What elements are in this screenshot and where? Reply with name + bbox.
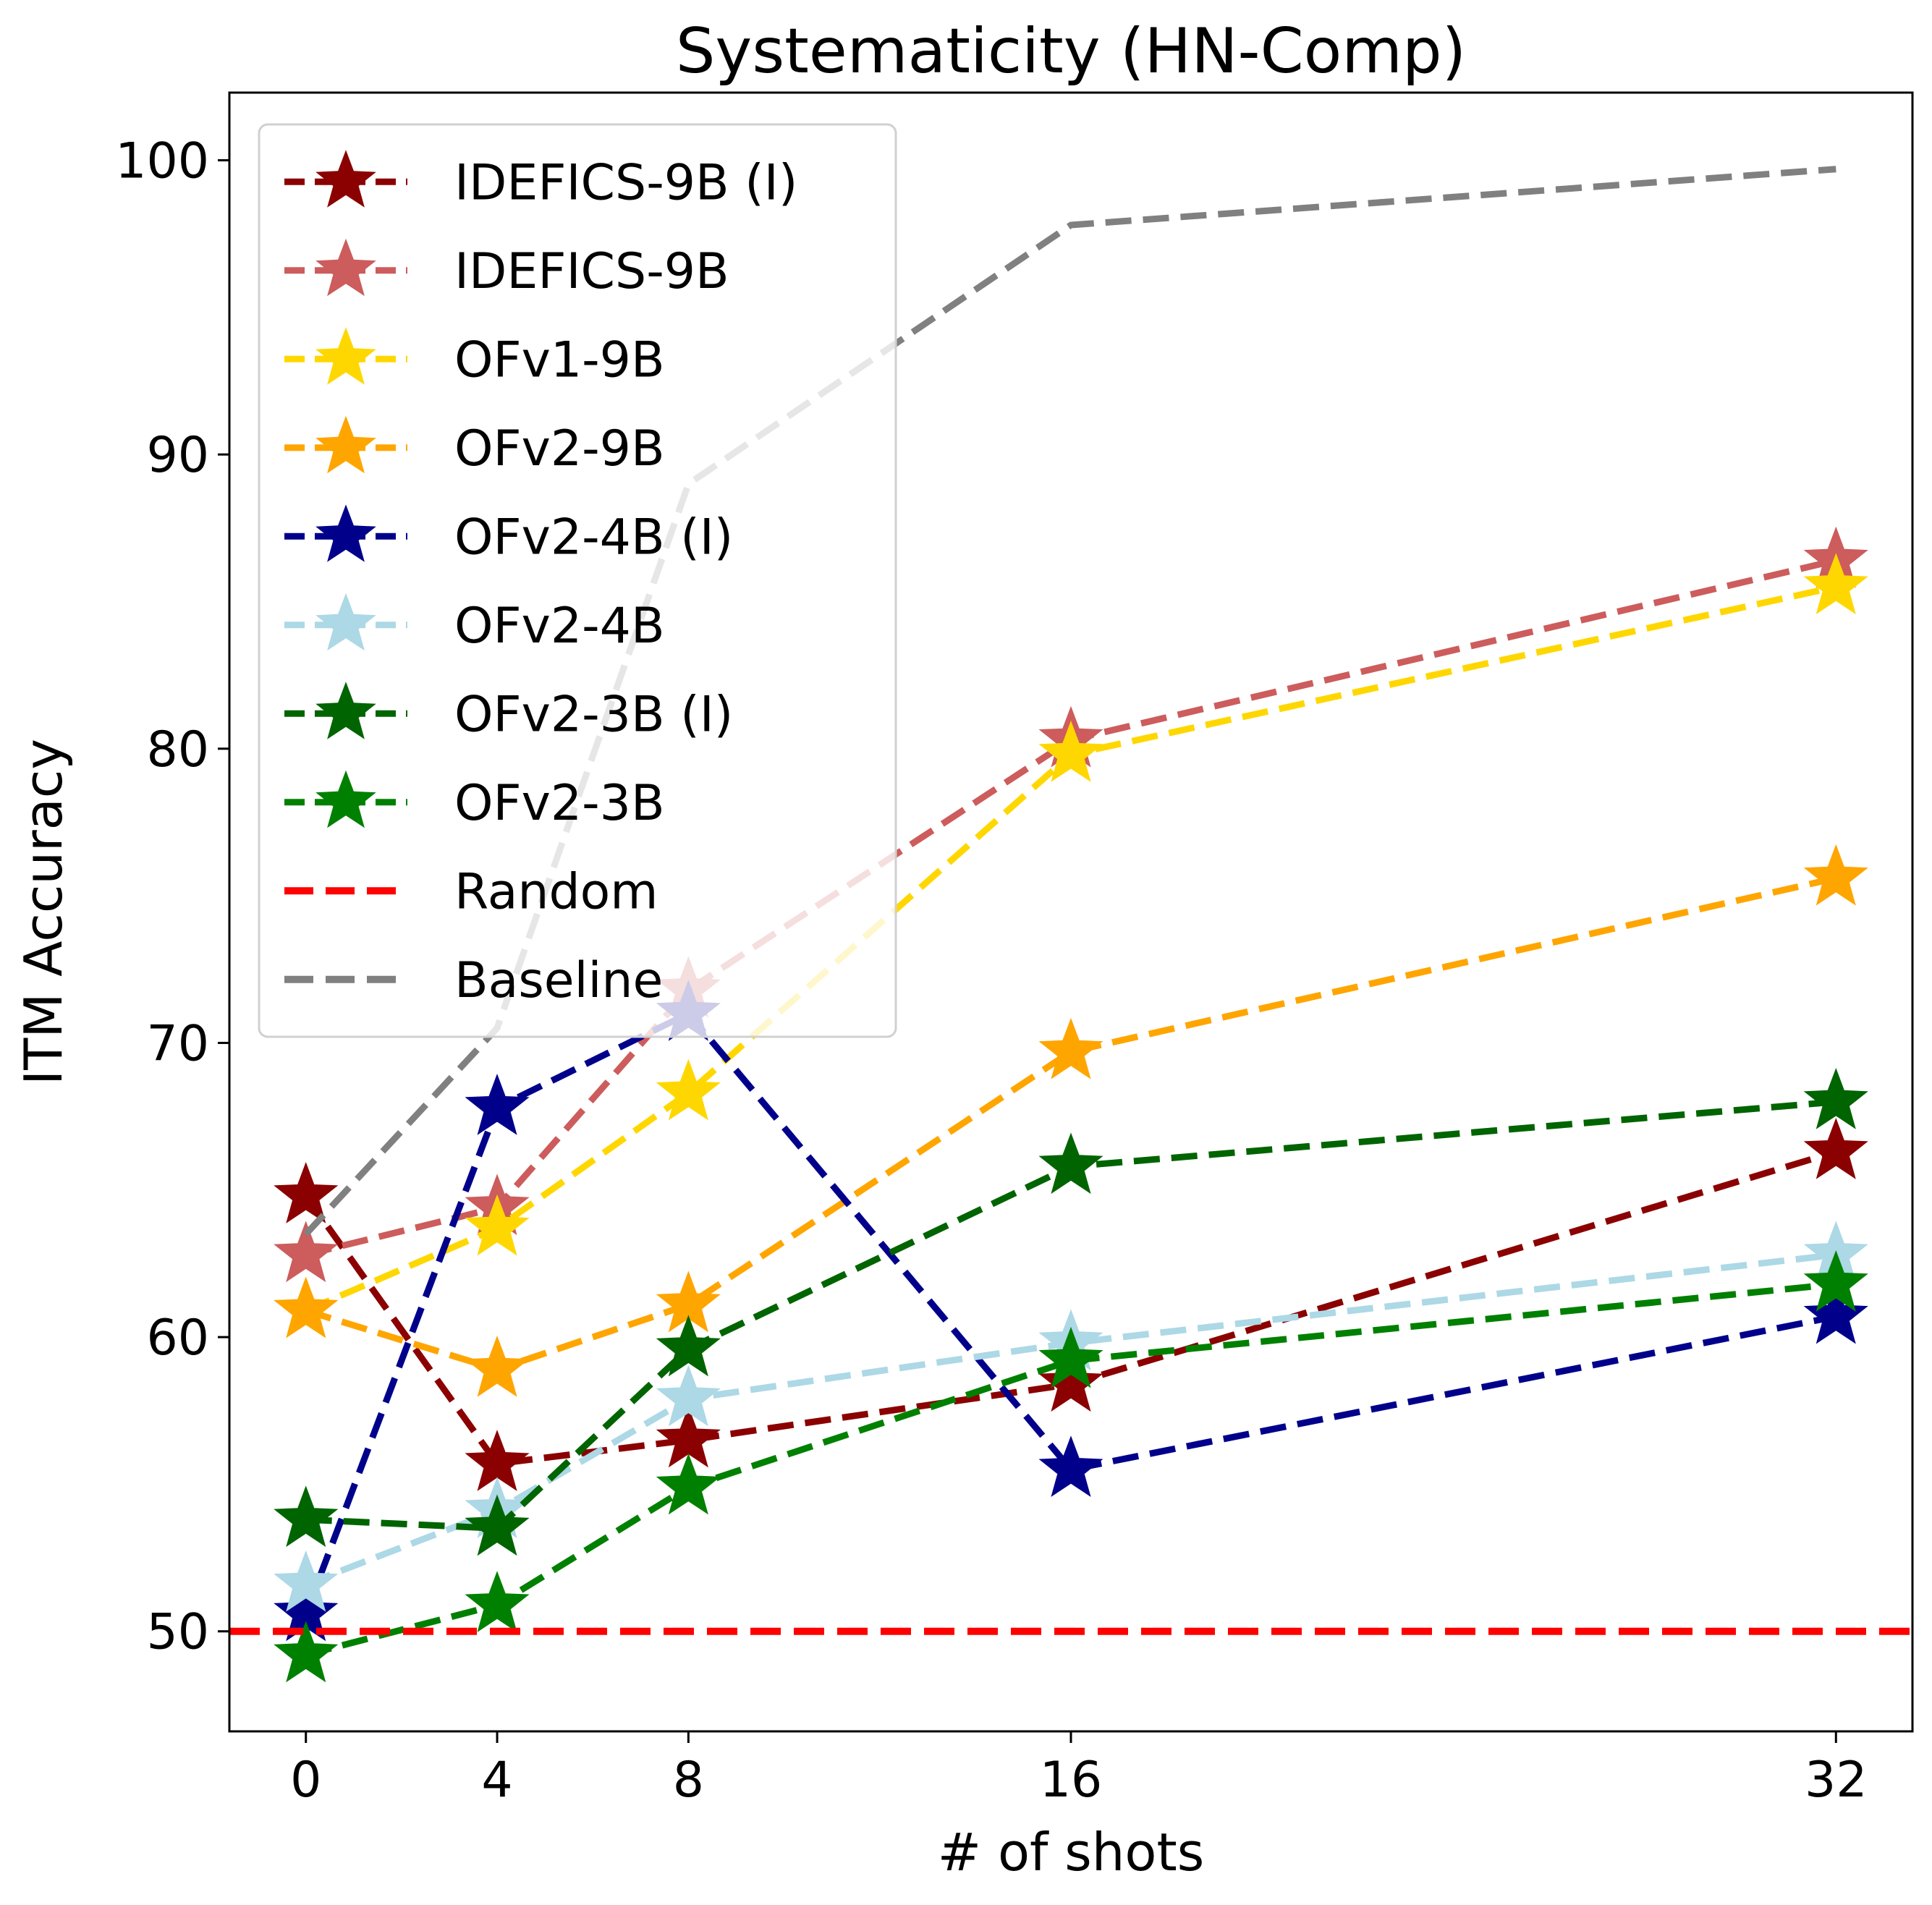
data-point [656,1365,721,1427]
legend-label: Baseline [454,952,663,1009]
data-point [1803,1282,1868,1344]
x-tick-label: 4 [481,1752,512,1809]
y-tick-label: 60 [146,1310,209,1367]
x-tick-label: 0 [290,1752,321,1809]
data-point [1803,1250,1868,1312]
data-point [274,1162,339,1223]
series-line [303,1148,1837,1467]
chart-title: Systematicity (HN-Comp) [676,15,1466,88]
data-point [1803,553,1868,615]
series-ofv2-3b [274,1250,1868,1683]
data-point [1803,844,1868,906]
series-line [305,557,1837,1258]
legend-marker [315,150,376,208]
x-tick-label: 16 [1040,1752,1103,1809]
legend-marker [315,682,376,739]
data-point [1038,1435,1103,1498]
data-point [465,1335,530,1397]
legend-box [258,123,897,1038]
x-tick-label: 32 [1805,1752,1868,1809]
legend-label: IDEFICS-9B [454,243,729,300]
data-point [1038,1132,1103,1195]
y-tick-label: 90 [146,427,209,484]
data-point [465,1194,530,1256]
data-point [274,1621,339,1683]
data-point [465,1494,530,1556]
y-tick-label: 100 [115,133,209,190]
data-point [1038,721,1103,782]
legend-marker [315,327,376,385]
data-point [1038,1017,1103,1079]
data-point [1803,1118,1868,1179]
legend-marker [315,770,376,828]
series-line [304,583,1837,1314]
data-point [656,1453,721,1515]
legend-label: OFv2-9B [454,420,665,478]
legend-marker [315,415,376,474]
legend-label: Random [454,863,658,920]
data-point [656,1058,721,1121]
data-point [274,1550,339,1612]
legend-label: OFv2-4B [454,598,665,655]
data-point [656,1315,721,1377]
data-point [465,1074,530,1135]
legend-label: OFv2-4B (I) [454,509,733,566]
y-tick-label: 80 [146,721,209,778]
legend-marker [315,593,376,651]
data-point [1038,1326,1103,1388]
data-point [465,1571,530,1633]
x-tick-label: 8 [673,1752,704,1809]
data-point [1803,1067,1868,1129]
y-axis-label: ITM Accuracy [13,739,74,1085]
data-point [274,1276,339,1338]
legend-label: OFv1-9B [454,331,665,389]
data-point [274,1485,339,1548]
legend-label: OFv2-3B (I) [454,686,733,743]
x-axis-label: # of shots [938,1822,1204,1883]
ticks-layer: 0 4 8 16 32 50 60 70 80 90 100 [115,133,1867,1809]
series-ofv2-3b-i [274,1067,1868,1556]
legend-label: IDEFICS-9B (I) [454,154,797,211]
legend-label: OFv2-3B [454,775,665,832]
data-point [1038,1350,1103,1412]
legend-marker [315,238,376,297]
data-point [274,1221,339,1283]
legend: IDEFICS-9B (I) IDEFICS-9B OFv1-9B OFv2-9B OF… [258,123,897,1038]
legend-marker [315,504,376,562]
y-tick-label: 70 [146,1015,209,1072]
y-tick-label: 50 [146,1604,209,1661]
